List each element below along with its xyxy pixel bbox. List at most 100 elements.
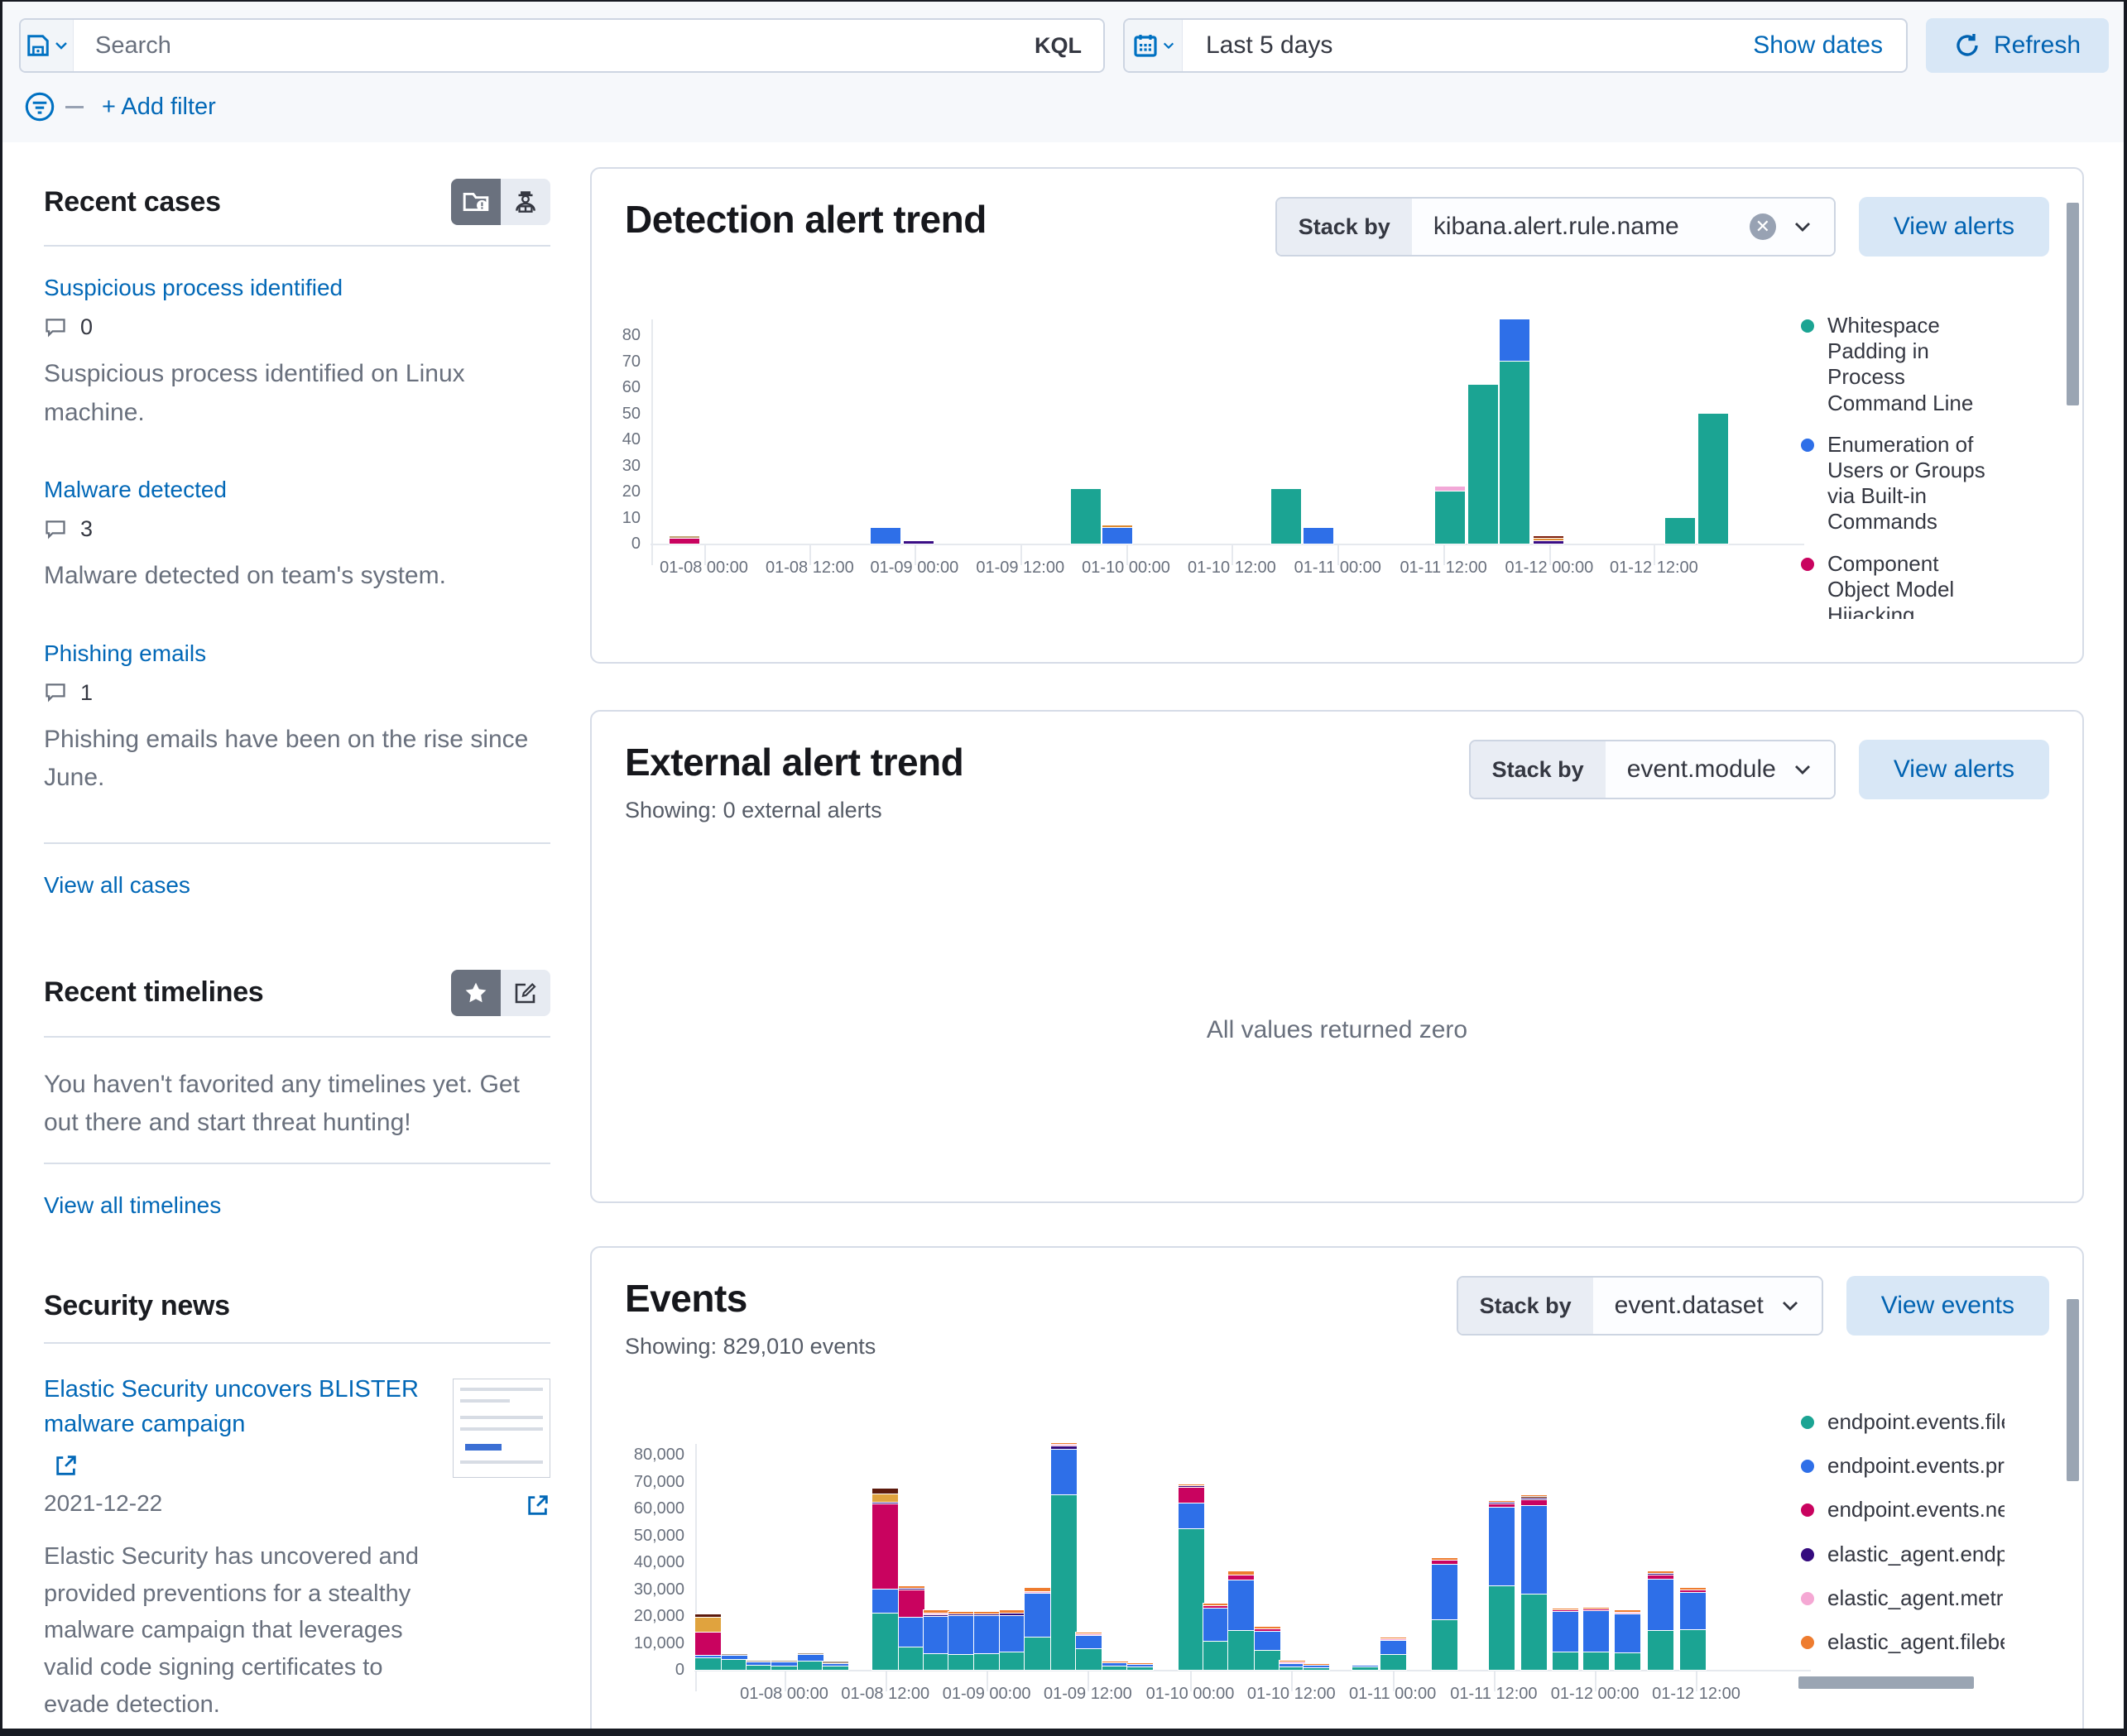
bar-segment[interactable] <box>1304 528 1334 544</box>
bar-segment[interactable] <box>1647 1579 1673 1632</box>
legend-scrollbar[interactable] <box>2067 203 2079 405</box>
stacked-bar[interactable] <box>1533 535 1563 544</box>
legend-scrollbar[interactable] <box>2067 1299 2079 1481</box>
stacked-bar[interactable] <box>1647 1571 1673 1670</box>
bar-segment[interactable] <box>1025 1594 1051 1638</box>
stacked-bar[interactable] <box>822 1661 848 1670</box>
search-input[interactable] <box>74 20 1035 71</box>
detection-stack-by-select[interactable]: kibana.alert.rule.name ✕ <box>1411 199 1834 255</box>
bar-segment[interactable] <box>1352 1667 1379 1670</box>
bar-segment[interactable] <box>924 1614 950 1616</box>
bar-segment[interactable] <box>1352 1666 1379 1668</box>
filter-icon[interactable] <box>24 91 55 122</box>
legend-item[interactable]: Component Object Model Hijacking <box>1801 551 2053 619</box>
bar-segment[interactable] <box>1647 1631 1673 1670</box>
bar-segment[interactable] <box>1203 1606 1230 1609</box>
stacked-bar[interactable] <box>1499 319 1529 544</box>
stacked-bar[interactable] <box>1076 1633 1102 1670</box>
stacked-bar[interactable] <box>1280 1660 1306 1670</box>
bar-segment[interactable] <box>1270 488 1301 544</box>
bar-segment[interactable] <box>1647 1571 1673 1574</box>
bar-segment[interactable] <box>1680 1593 1707 1630</box>
bar-segment[interactable] <box>1533 535 1563 539</box>
bar-segment[interactable] <box>1553 1608 1579 1610</box>
legend-item[interactable]: elastic_agent.endpoint <box>1801 1542 2053 1567</box>
external-link-icon[interactable] <box>526 1493 550 1518</box>
view-all-timelines-link[interactable]: View all timelines <box>44 1192 222 1218</box>
bar-segment[interactable] <box>721 1653 747 1656</box>
date-range-value[interactable]: Last 5 days <box>1206 31 1333 59</box>
bar-segment[interactable] <box>1615 1613 1641 1615</box>
bar-segment[interactable] <box>1178 1486 1204 1489</box>
favorite-timelines-toggle[interactable] <box>451 969 501 1016</box>
bar-segment[interactable] <box>1280 1662 1306 1664</box>
stacked-bar[interactable] <box>1050 1442 1077 1670</box>
view-alerts-button[interactable]: View alerts <box>1858 740 2049 799</box>
bar-segment[interactable] <box>1280 1663 1306 1667</box>
bar-segment[interactable] <box>1380 1654 1407 1670</box>
bar-segment[interactable] <box>1615 1609 1641 1614</box>
stacked-bar[interactable] <box>904 540 934 544</box>
bar-segment[interactable] <box>797 1655 823 1662</box>
bar-segment[interactable] <box>1000 1615 1026 1652</box>
bar-segment[interactable] <box>898 1590 924 1618</box>
add-filter-link[interactable]: + Add filter <box>102 93 216 120</box>
bar-segment[interactable] <box>1432 1565 1458 1620</box>
view-events-button[interactable]: View events <box>1846 1276 2049 1336</box>
stacked-bar[interactable] <box>1680 1587 1707 1670</box>
bar-segment[interactable] <box>1000 1652 1026 1670</box>
bar-segment[interactable] <box>1432 1561 1458 1566</box>
legend-item[interactable]: elastic_agent.filebeat <box>1801 1629 2053 1655</box>
bar-segment[interactable] <box>924 1615 950 1618</box>
stacked-bar[interactable] <box>670 535 700 544</box>
refresh-button[interactable]: Refresh <box>1926 18 2110 73</box>
bar-segment[interactable] <box>872 1502 899 1505</box>
bar-segment[interactable] <box>746 1665 772 1670</box>
bar-segment[interactable] <box>1488 1500 1515 1503</box>
bar-segment[interactable] <box>1499 361 1529 544</box>
bar-segment[interactable] <box>1533 538 1563 541</box>
bar-segment[interactable] <box>1488 1504 1515 1508</box>
legend-item[interactable]: elastic_agent.metricbe <box>1801 1585 2053 1611</box>
bar-segment[interactable] <box>898 1647 924 1670</box>
bar-segment[interactable] <box>822 1663 848 1667</box>
bar-segment[interactable] <box>948 1654 975 1670</box>
stacked-bar[interactable] <box>1664 517 1695 544</box>
bar-segment[interactable] <box>1254 1631 1280 1652</box>
bar-segment[interactable] <box>872 1504 899 1590</box>
bar-segment[interactable] <box>872 1614 899 1670</box>
stacked-bar[interactable] <box>1102 525 1132 544</box>
bar-segment[interactable] <box>1680 1629 1707 1670</box>
bar-segment[interactable] <box>973 1654 1000 1670</box>
stacked-bar[interactable] <box>1025 1587 1051 1670</box>
bar-segment[interactable] <box>1228 1630 1255 1670</box>
bar-segment[interactable] <box>1553 1652 1579 1670</box>
bar-segment[interactable] <box>694 1656 721 1659</box>
bar-segment[interactable] <box>1304 1664 1330 1666</box>
external-link-icon[interactable] <box>54 1453 79 1478</box>
events-stack-by-select[interactable]: event.dataset <box>1592 1278 1822 1334</box>
bar-segment[interactable] <box>973 1614 1000 1617</box>
bar-segment[interactable] <box>1076 1633 1102 1635</box>
bar-segment[interactable] <box>1178 1529 1204 1670</box>
bar-segment[interactable] <box>1304 1666 1330 1668</box>
bar-segment[interactable] <box>1254 1651 1280 1670</box>
bar-segment[interactable] <box>898 1585 924 1590</box>
stacked-bar[interactable] <box>1488 1500 1515 1670</box>
bar-segment[interactable] <box>1435 486 1466 492</box>
clear-selection-icon[interactable]: ✕ <box>1749 213 1776 240</box>
bar-segment[interactable] <box>1533 540 1563 544</box>
stacked-bar[interactable] <box>1270 488 1301 544</box>
bar-segment[interactable] <box>746 1662 772 1666</box>
bar-segment[interactable] <box>1553 1611 1579 1652</box>
bar-segment[interactable] <box>1000 1614 1026 1616</box>
bar-segment[interactable] <box>1680 1590 1707 1594</box>
bar-segment[interactable] <box>1521 1595 1548 1670</box>
bar-segment[interactable] <box>1615 1614 1641 1653</box>
bar-segment[interactable] <box>973 1616 1000 1655</box>
bar-segment[interactable] <box>898 1617 924 1648</box>
view-alerts-button[interactable]: View alerts <box>1858 197 2049 257</box>
bar-segment[interactable] <box>822 1661 848 1664</box>
stacked-bar[interactable] <box>1304 1664 1330 1670</box>
stacked-bar[interactable] <box>1432 1558 1458 1670</box>
